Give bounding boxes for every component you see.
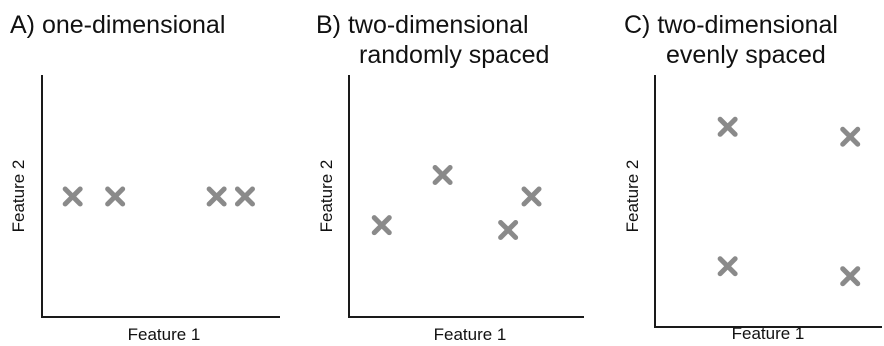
panel-c-title-line-2: evenly spaced [666, 41, 826, 69]
panel-a-x-axis-label: Feature 1 [127, 325, 201, 344]
panel-b-title: B) two-dimensional randomly spaced [316, 10, 549, 70]
panel-a-x-marker-1 [62, 186, 83, 207]
panel-c-title-line-1: C) two-dimensional [624, 11, 838, 39]
panel-a-x-marker-3 [206, 186, 227, 207]
panel-c-x-axis-label: Feature 1 [731, 324, 805, 343]
panel-b-title-line-1: B) two-dimensional [316, 11, 529, 39]
panel-c-x-marker-3 [717, 256, 738, 277]
panel-c-x-marker-4 [840, 266, 861, 287]
panel-b-x-marker-4 [521, 186, 542, 207]
panel-a-title: A) one-dimensional [10, 10, 225, 40]
panel-b-x-marker-3 [498, 219, 519, 240]
panel-b-x-axis [348, 316, 584, 318]
panel-a-y-axis [41, 75, 43, 318]
panel-c-title: C) two-dimensional evenly spaced [624, 10, 838, 70]
panel-b-y-axis [348, 75, 350, 318]
panel-b-title-line-2: randomly spaced [359, 41, 550, 69]
panel-a-x-axis [41, 316, 280, 318]
panel-b-x-marker-1 [371, 215, 392, 236]
panel-c-x-axis [654, 326, 882, 328]
panel-a-x-marker-2 [105, 186, 126, 207]
panel-b-x-axis-label: Feature 1 [433, 325, 507, 344]
panel-b-x-marker-2 [432, 164, 453, 185]
panel-a-x-marker-4 [234, 186, 255, 207]
panel-a-title-line-1: A) one-dimensional [10, 11, 226, 39]
panel-c-y-axis [654, 75, 656, 328]
panel-c-x-marker-2 [840, 126, 861, 147]
panel-c-x-marker-1 [717, 116, 738, 137]
